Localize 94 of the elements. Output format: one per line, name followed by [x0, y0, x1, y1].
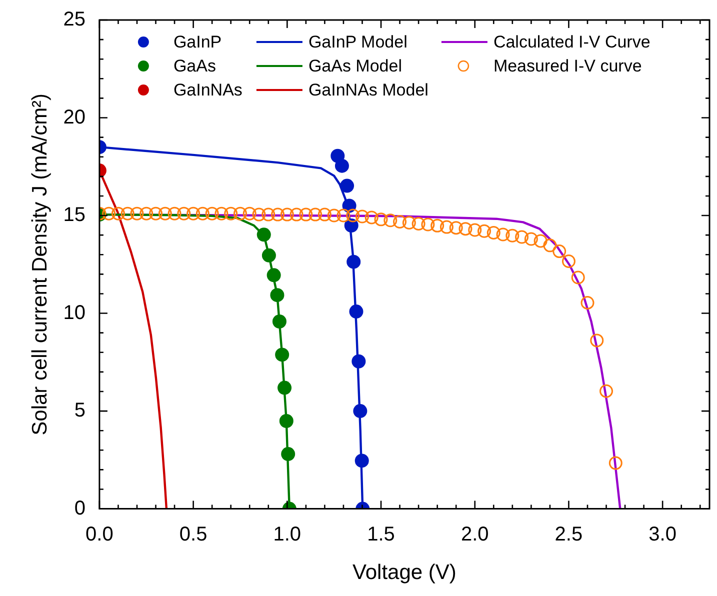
point — [506, 228, 520, 242]
point — [262, 248, 276, 262]
point — [364, 210, 378, 224]
legend-label: GaAs Model — [308, 56, 402, 76]
point — [272, 314, 286, 328]
point — [279, 414, 294, 428]
point — [412, 216, 426, 230]
point — [393, 215, 407, 229]
point — [140, 206, 154, 220]
point — [158, 206, 172, 220]
point — [402, 216, 416, 230]
legend-label: Measured I-V curve — [493, 56, 642, 76]
point — [256, 228, 271, 242]
point — [270, 288, 284, 302]
point — [275, 348, 290, 362]
point — [281, 447, 296, 462]
x-tick-label: 1.5 — [367, 523, 395, 546]
point — [336, 208, 350, 222]
point — [571, 270, 585, 284]
point — [590, 334, 604, 348]
point — [278, 380, 292, 395]
point — [242, 206, 256, 220]
point — [515, 230, 529, 244]
y-tick-label: 10 — [63, 302, 86, 324]
legend-label: Calculated I-V Curve — [493, 32, 650, 52]
point — [352, 354, 366, 368]
legend-label: GaInNAs Model — [308, 80, 428, 100]
point — [468, 223, 482, 237]
y-tick-label: 20 — [63, 106, 86, 128]
point — [384, 214, 398, 228]
point — [449, 221, 463, 235]
point — [149, 206, 163, 220]
point — [346, 208, 360, 222]
point — [608, 456, 622, 470]
point — [308, 208, 322, 222]
x-tick-label: 3.0 — [648, 523, 676, 546]
point — [355, 210, 369, 224]
point — [349, 304, 364, 319]
point — [299, 208, 313, 222]
point — [205, 206, 219, 220]
point — [543, 238, 557, 252]
point — [111, 206, 125, 220]
y-tick-label: 0 — [74, 497, 86, 520]
x-tick-label: 2.5 — [554, 523, 583, 546]
point — [552, 244, 566, 258]
point — [600, 384, 614, 398]
point — [580, 296, 594, 310]
x-tick-label: 1.0 — [273, 523, 302, 546]
point — [233, 206, 247, 220]
x-tick-label: 0.5 — [179, 523, 208, 546]
x-axis-title: Voltage (V) — [352, 561, 456, 584]
point — [327, 208, 341, 222]
point — [120, 206, 134, 220]
point — [262, 208, 276, 222]
y-axis-title: Solar cell current Density J (mA/cm²) — [28, 93, 52, 436]
point — [346, 254, 361, 269]
point — [177, 206, 191, 220]
point — [440, 220, 454, 234]
x-tick-label: 0.0 — [86, 523, 114, 546]
point — [524, 232, 538, 246]
point — [130, 206, 144, 220]
point — [186, 206, 200, 220]
legend-label: GaAs — [173, 56, 216, 76]
point — [214, 206, 228, 220]
y-tick-label: 5 — [74, 400, 86, 422]
point — [486, 226, 500, 240]
point — [562, 254, 576, 268]
y-tick-label: 25 — [63, 8, 86, 31]
point — [102, 206, 116, 220]
point — [224, 206, 238, 220]
point — [374, 212, 388, 226]
point — [354, 454, 369, 468]
point — [280, 208, 294, 222]
point — [290, 208, 304, 222]
legend-label: GaInP — [173, 32, 222, 52]
point — [340, 178, 354, 193]
point — [266, 268, 281, 282]
x-tick-label: 2.0 — [460, 523, 489, 546]
point — [318, 208, 332, 222]
point — [458, 222, 472, 236]
point — [168, 206, 182, 220]
point — [496, 228, 510, 242]
point — [421, 218, 435, 232]
point — [252, 208, 266, 222]
y-tick-label: 15 — [63, 204, 86, 226]
point — [534, 234, 548, 248]
legend-label: GaInNAs — [173, 80, 242, 100]
point — [353, 404, 368, 418]
point — [271, 208, 285, 222]
point — [334, 158, 349, 173]
point — [196, 206, 210, 220]
point — [478, 224, 491, 238]
point — [430, 218, 444, 232]
legend-label: GaInP Model — [308, 32, 408, 52]
